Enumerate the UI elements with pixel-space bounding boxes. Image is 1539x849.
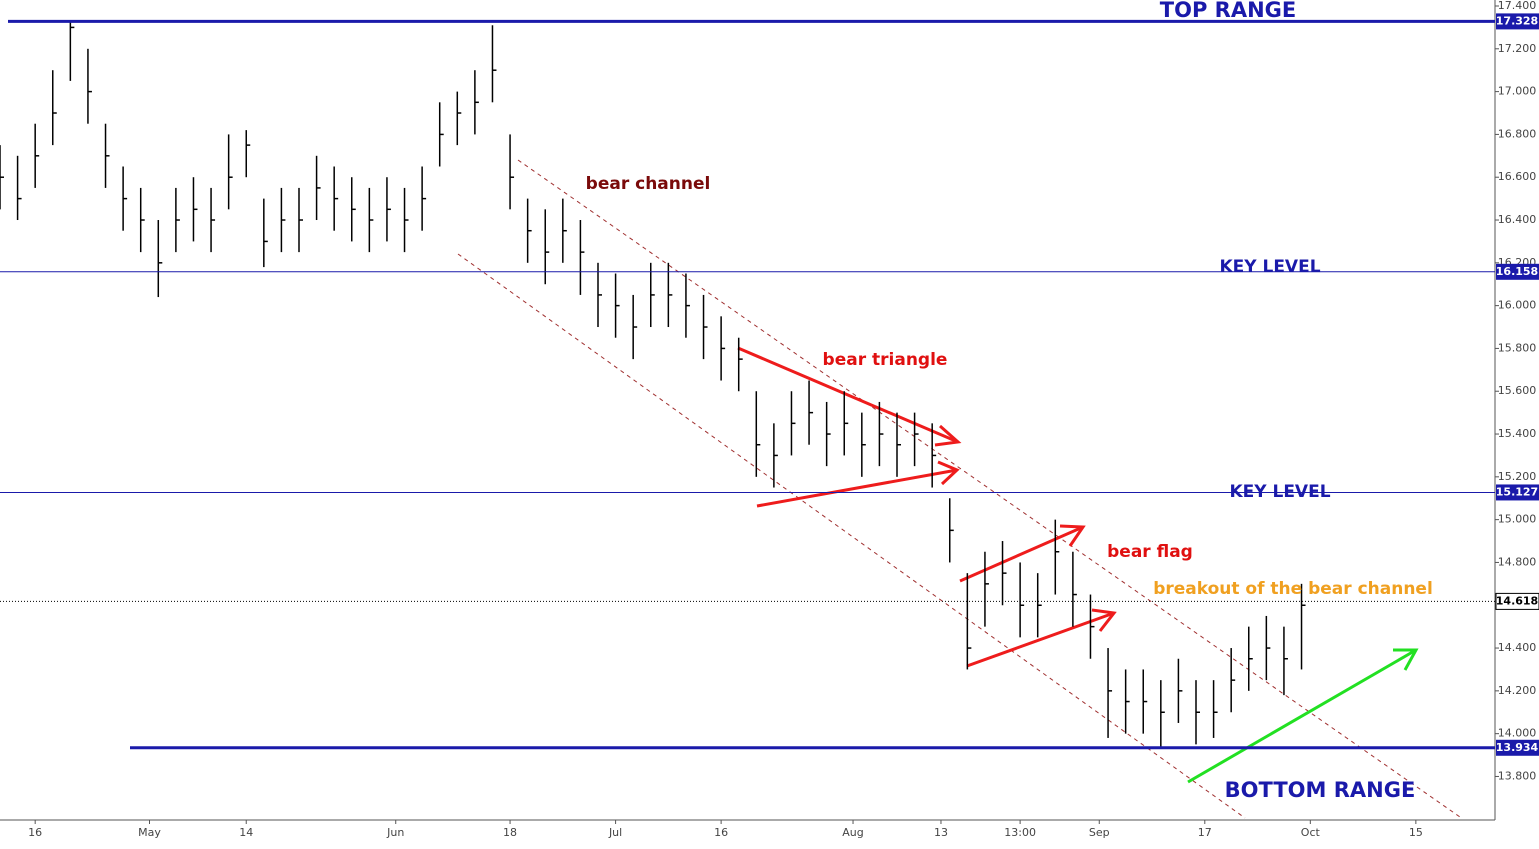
arrow bbox=[959, 525, 1084, 583]
x-tick-label: Oct bbox=[1301, 826, 1321, 839]
y-tick-label: 17.000 bbox=[1498, 85, 1537, 98]
y-tick-label: 16.000 bbox=[1498, 299, 1537, 312]
level-label: BOTTOM RANGE bbox=[1225, 778, 1416, 802]
y-tick-label: 15.600 bbox=[1498, 384, 1537, 397]
level-price-box bbox=[1496, 484, 1539, 501]
annotation: breakout of the bear channel bbox=[1153, 579, 1433, 599]
arrow-head bbox=[937, 460, 960, 486]
y-tick-label: 16.800 bbox=[1498, 127, 1537, 140]
arrow-head bbox=[1091, 608, 1117, 632]
level-label: KEY LEVEL bbox=[1229, 482, 1330, 502]
level-price-label: 15.127 bbox=[1496, 485, 1538, 498]
y-tick-label: 17.400 bbox=[1498, 0, 1537, 12]
annotation: bear flag bbox=[1107, 542, 1193, 562]
arrow-head bbox=[1393, 648, 1419, 671]
last-price-box bbox=[1495, 592, 1539, 610]
x-tick-label: 16 bbox=[28, 826, 42, 839]
arrow bbox=[737, 346, 959, 444]
y-tick-label: 13.800 bbox=[1498, 769, 1537, 782]
level-price-label: 16.158 bbox=[1496, 265, 1538, 278]
channel-lower bbox=[457, 253, 1246, 819]
x-tick-label: 13 bbox=[934, 826, 948, 839]
x-tick-label: Jul bbox=[608, 826, 622, 839]
level-label: TOP RANGE bbox=[1160, 0, 1296, 22]
drawings bbox=[457, 159, 1461, 819]
level-price-box bbox=[1496, 13, 1539, 30]
level-label: KEY LEVEL bbox=[1219, 257, 1320, 277]
x-tick-label: 18 bbox=[503, 826, 517, 839]
arrow-head bbox=[934, 424, 962, 447]
x-tick-label: May bbox=[138, 826, 161, 839]
x-tick-label: 16 bbox=[714, 826, 728, 839]
x-tick-label: Jun bbox=[386, 826, 404, 839]
level-price-label: 13.934 bbox=[1496, 741, 1539, 754]
y-tick-label: 16.600 bbox=[1498, 170, 1537, 183]
y-tick-label: 15.400 bbox=[1498, 427, 1537, 440]
arrow bbox=[756, 468, 958, 508]
y-tick-label: 16.400 bbox=[1498, 213, 1537, 226]
price-bars bbox=[0, 20, 1306, 749]
x-tick-label: Sep bbox=[1089, 826, 1110, 839]
arrow bbox=[966, 611, 1115, 668]
x-tick-label: Aug bbox=[842, 826, 863, 839]
green-arrow bbox=[1187, 648, 1419, 784]
y-tick-label: 15.200 bbox=[1498, 470, 1537, 483]
x-tick-label: 14 bbox=[239, 826, 253, 839]
x-tick-label: 13:00 bbox=[1004, 826, 1036, 839]
level-price-box bbox=[1496, 739, 1539, 756]
y-tick-label: 14.200 bbox=[1498, 684, 1537, 697]
arrow-head bbox=[1059, 524, 1086, 547]
y-tick-label: 14.400 bbox=[1498, 641, 1537, 654]
annotation: bear triangle bbox=[823, 350, 948, 370]
y-tick-label: 14.800 bbox=[1498, 555, 1537, 568]
annotation: bear channel bbox=[586, 174, 711, 194]
y-tick-label: 15.000 bbox=[1498, 513, 1537, 526]
x-tick-label: 17 bbox=[1198, 826, 1212, 839]
x-tick-label: 15 bbox=[1409, 826, 1423, 839]
red-arrows bbox=[737, 346, 1117, 668]
last-price-label: 14.618 bbox=[1496, 594, 1538, 607]
arrow bbox=[1187, 648, 1417, 784]
y-tick-label: 17.200 bbox=[1498, 42, 1537, 55]
level-price-label: 17.328 bbox=[1496, 14, 1538, 27]
y-tick-label: 15.800 bbox=[1498, 341, 1537, 354]
level-price-box bbox=[1496, 263, 1539, 280]
y-tick-label: 14.000 bbox=[1498, 727, 1537, 740]
